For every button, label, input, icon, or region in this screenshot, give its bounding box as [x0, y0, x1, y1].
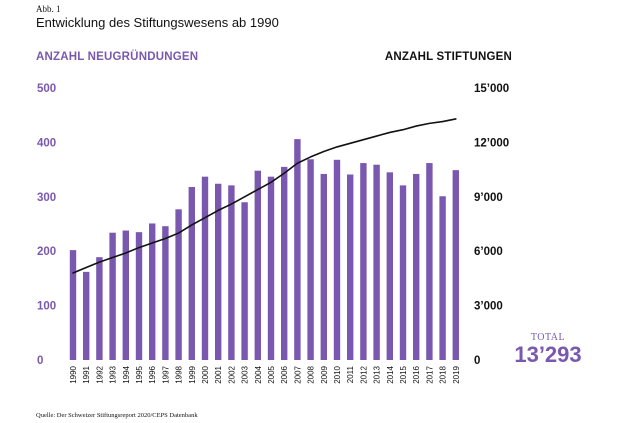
bar-2000 [201, 176, 209, 360]
left-axis-title: ANZAHL NEUGRÜNDUNGEN [36, 51, 199, 63]
bar-1992 [96, 257, 103, 360]
left-tick-label: 500 [37, 83, 56, 95]
x-tick-label: 1991 [82, 365, 91, 383]
bar-1996 [149, 223, 156, 360]
left-tick-label: 100 [37, 301, 56, 313]
x-tick-label: 2015 [399, 365, 408, 383]
total-value: 13’293 [514, 342, 582, 367]
line-anzahl-stiftungen [72, 118, 457, 274]
x-tick-label: 2008 [307, 365, 316, 383]
source-note: Quelle: Der Schweizer Stiftungsreport 20… [36, 412, 198, 419]
bar-1999 [188, 187, 195, 360]
bar-2012 [360, 163, 367, 360]
chart-title: Entwicklung des Stiftungswesens ab 1990 [36, 15, 279, 30]
bar-2017 [426, 163, 433, 360]
x-tick-label: 2009 [320, 365, 329, 383]
x-tick-label: 1999 [188, 365, 197, 383]
bar-2014 [386, 172, 393, 360]
left-tick-label: 0 [37, 355, 43, 367]
total-label: TOTAL [530, 332, 566, 343]
bar-2016 [413, 173, 420, 360]
right-tick-label: 12’000 [474, 137, 509, 149]
right-tick-label: 6’000 [474, 246, 503, 258]
x-tick-label: 1996 [148, 365, 157, 383]
bar-2006 [281, 166, 288, 360]
bar-1997 [162, 226, 169, 360]
left-tick-label: 400 [37, 137, 56, 149]
x-tick-label: 2007 [293, 365, 302, 383]
bar-2010 [333, 159, 341, 360]
x-tick-label: 1998 [175, 365, 184, 383]
left-tick-label: 300 [37, 192, 56, 204]
x-tick-label: 2002 [227, 365, 236, 383]
x-tick-label: 2012 [359, 365, 368, 383]
x-tick-label: 1990 [69, 365, 78, 383]
bar-2002 [228, 185, 235, 360]
x-tick-label: 1993 [109, 365, 118, 383]
x-tick-label: 2018 [439, 365, 448, 383]
x-tick-label: 2003 [241, 365, 250, 383]
bar-2007 [294, 139, 301, 360]
x-tick-label: 1995 [135, 365, 144, 383]
bar-2018 [439, 196, 446, 360]
x-tick-label: 1997 [161, 365, 170, 383]
bar-1998 [175, 209, 182, 360]
bar-2008 [307, 159, 314, 360]
x-tick-label: 2001 [214, 365, 223, 383]
right-tick-label: 9’000 [474, 192, 503, 204]
bar-1990 [69, 250, 77, 360]
bar-1995 [135, 232, 143, 360]
x-tick-label: 2016 [412, 365, 421, 383]
bar-2005 [267, 176, 275, 360]
right-axis-title: ANZAHL STIFTUNGEN [384, 51, 512, 63]
bar-2009 [320, 173, 327, 360]
x-tick-label: 1994 [122, 365, 131, 383]
x-tick-label: 2019 [452, 365, 461, 383]
bar-1994 [122, 230, 129, 360]
bar-2004 [254, 170, 261, 360]
right-tick-label: 0 [474, 355, 480, 367]
x-tick-label: 2006 [280, 365, 289, 383]
right-tick-label: 15’000 [474, 83, 509, 95]
x-tick-label: 2017 [425, 365, 434, 383]
bar-1991 [83, 271, 90, 360]
bar-2015 [399, 185, 407, 360]
bar-2011 [347, 174, 354, 360]
x-tick-label: 2000 [201, 365, 210, 383]
x-tick-label: 2005 [267, 365, 276, 383]
bar-2001 [215, 183, 222, 360]
x-tick-label: 2011 [346, 365, 355, 383]
bar-2003 [241, 202, 248, 360]
bar-2013 [373, 164, 380, 360]
x-tick-label: 2010 [333, 365, 342, 383]
x-tick-label: 2013 [373, 365, 382, 383]
figure-label: Abb. 1 [36, 4, 61, 14]
bar-2019 [452, 170, 459, 360]
left-tick-label: 200 [37, 246, 56, 258]
bar-1993 [109, 232, 116, 360]
right-tick-label: 3’000 [474, 301, 503, 313]
x-tick-label: 1992 [95, 365, 104, 383]
x-tick-label: 2014 [386, 365, 395, 383]
x-tick-label: 2004 [254, 365, 263, 383]
